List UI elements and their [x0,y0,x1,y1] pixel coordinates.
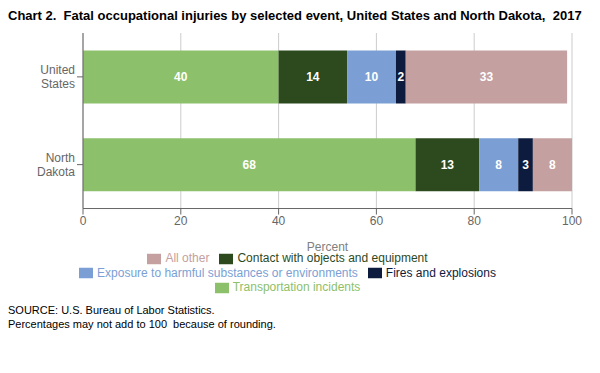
html-text:SOURCE: U.S. Bureau of Labor S: SOURCE: U.S. Bureau of Labor Statistics.… [8,304,276,330]
svg-text:40: 40 [174,71,188,85]
html-text:Chart 2. Fatal occupational in: Chart 2. Fatal occupational injuries by … [8,8,582,23]
svg-text:100: 100 [562,214,582,228]
svg-text:14: 14 [306,71,320,85]
svg-text:0: 0 [80,214,87,228]
svg-text:UnitedStates: UnitedStates [40,63,75,91]
svg-text:8: 8 [549,158,556,172]
svg-text:3: 3 [522,158,529,172]
svg-text:80: 80 [468,214,482,228]
svg-text:10: 10 [365,71,379,85]
svg-text:13: 13 [441,158,455,172]
svg-text:2: 2 [398,71,405,85]
html-text:Exposure to harmful substances: Exposure to harmful substances or enviro… [97,265,358,280]
html-text:Transportation incidents: Transportation incidents [232,280,361,295]
svg-text:20: 20 [174,214,188,228]
svg-text:33: 33 [480,71,494,85]
html-text:All other: All other [165,250,210,265]
svg-text:40: 40 [272,214,286,228]
svg-text:8: 8 [495,158,502,172]
svg-text:68: 68 [243,158,257,172]
svg-text:NorthDakota: NorthDakota [37,151,75,179]
svg-text:60: 60 [370,214,384,228]
svg-text:Percent: Percent [307,240,349,254]
html-text:Fires and explosions: Fires and explosions [385,265,496,280]
html-text:Contact with objects and equip: Contact with objects and equipment [237,250,428,265]
